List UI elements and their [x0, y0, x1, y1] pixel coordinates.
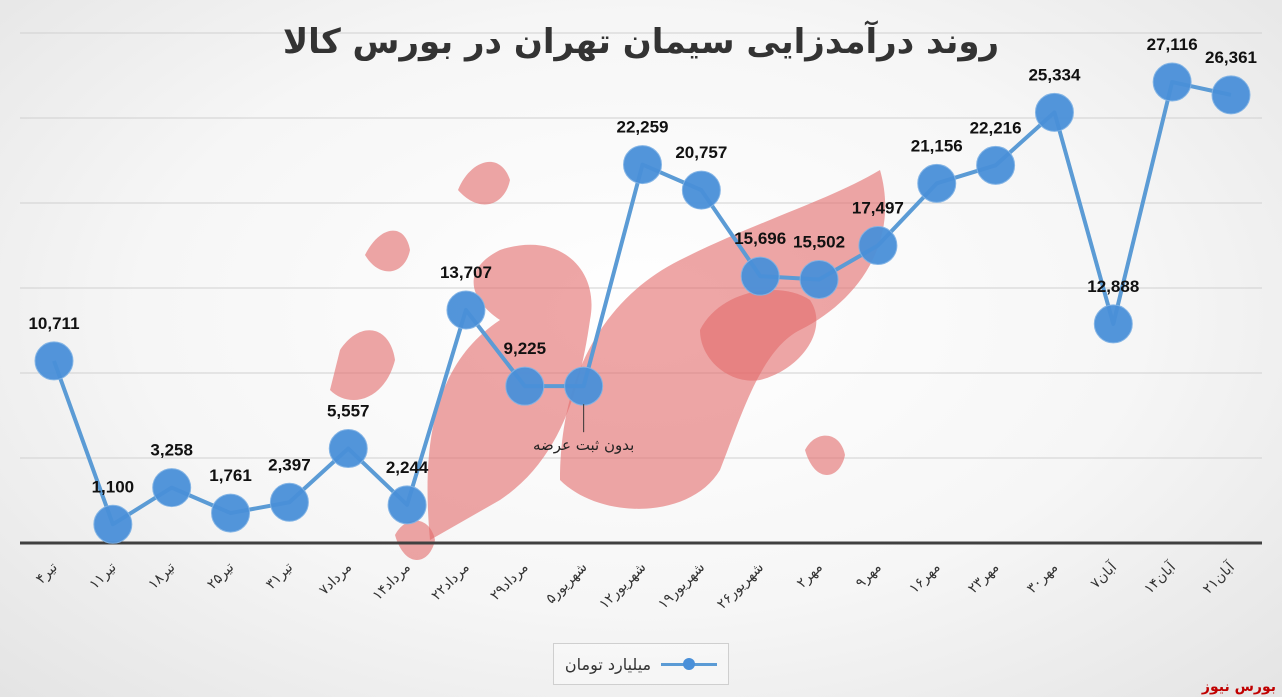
data-label: 1,761 [209, 466, 252, 485]
data-point [740, 256, 780, 296]
legend-swatch [661, 658, 718, 670]
x-tick-label: ۲۱آبان [1199, 558, 1238, 597]
chart-title: روند درآمدزایی سیمان تهران در بورس کالا [282, 22, 1000, 62]
data-label: 2,397 [268, 455, 311, 474]
data-label: 22,216 [970, 118, 1022, 137]
data-label: 17,497 [852, 199, 904, 218]
x-tick-label: ۱۹شهریور [655, 560, 708, 613]
data-point [1093, 304, 1133, 344]
x-tick-label: ۵شهریور [543, 560, 591, 608]
x-tick-label: ۲۶شهریور [714, 560, 767, 613]
x-tick-label: ۲۵تیر [204, 559, 237, 592]
data-label: 26,361 [1205, 48, 1257, 67]
legend-marker [683, 658, 696, 670]
x-tick-label: ۱۱تیر [87, 559, 120, 592]
x-tick-label: ۱۸تیر [145, 559, 178, 592]
x-tick-label: ۷آبان [1087, 558, 1121, 592]
x-tick-label: ۲مهر [794, 560, 826, 592]
data-point [387, 485, 427, 525]
data-point [799, 259, 839, 299]
x-tick-label: ۱۴آبان [1141, 558, 1180, 597]
data-label: 20,757 [675, 143, 727, 162]
data-label: 2,244 [386, 458, 429, 477]
data-point [681, 170, 721, 210]
x-tick-label: ۳۰مهر [1024, 560, 1061, 597]
legend-label: میلیارد تومان [564, 654, 652, 674]
x-tick-label: ۱۴مرداد [370, 560, 414, 604]
legend: میلیارد تومان [553, 643, 729, 685]
data-label: 3,258 [150, 441, 193, 460]
data-point [1034, 92, 1074, 132]
data-point [917, 163, 957, 203]
data-point [34, 341, 74, 381]
data-point [1211, 75, 1251, 115]
x-tick-label: ۲۳مهر [965, 560, 1002, 597]
x-tick-label: ۹مهر [853, 560, 885, 592]
x-tick-label: ۳۱تیر [263, 559, 296, 592]
data-point [328, 429, 368, 469]
data-label: 12,888 [1087, 277, 1139, 296]
data-label: 15,696 [734, 229, 786, 248]
data-point [211, 493, 251, 533]
data-label: 10,711 [28, 314, 79, 333]
data-label: 21,156 [911, 136, 963, 155]
x-tick-label: ۴تیر [33, 559, 61, 587]
data-point [564, 366, 604, 406]
data-point [1152, 62, 1192, 102]
data-labels: 10,711 1,100 3,258 1,761 2,397 5,557 2,244 13,7… [28, 35, 1257, 496]
annotation-text: بدون ثبت عرضه [533, 436, 634, 454]
data-label: 1,100 [92, 477, 135, 496]
data-label: 13,707 [440, 263, 492, 282]
x-tick-label: ۱۲شهریور [596, 560, 649, 613]
data-point [152, 468, 192, 508]
data-label: 22,259 [617, 118, 669, 137]
data-label: 25,334 [1028, 65, 1081, 84]
data-label: 5,557 [327, 402, 370, 421]
data-point [505, 366, 545, 406]
data-label: 9,225 [504, 339, 547, 358]
x-tick-label: ۲۹مرداد [487, 560, 531, 604]
x-tick-label: ۱۶مهر [906, 560, 943, 597]
x-tick-label: ۷مرداد [316, 560, 355, 599]
data-label: 15,502 [793, 232, 845, 251]
data-point [976, 145, 1016, 185]
data-point [858, 226, 898, 266]
data-point [446, 290, 486, 330]
source-label: بورس نیوز [1201, 679, 1276, 695]
annotation: بدون ثبت عرضه [533, 404, 634, 454]
data-point [269, 482, 309, 522]
series-points [34, 62, 1251, 544]
x-tick-labels: ۴تیر ۱۱تیر ۱۸تیر ۲۵تیر ۳۱تیر ۷مرداد ۱۴مرداد ۲۲م… [33, 558, 1239, 612]
x-tick-label: ۲۲مرداد [428, 560, 472, 604]
data-label: 27,116 [1147, 35, 1198, 54]
data-point [623, 145, 662, 185]
data-point [93, 504, 133, 544]
